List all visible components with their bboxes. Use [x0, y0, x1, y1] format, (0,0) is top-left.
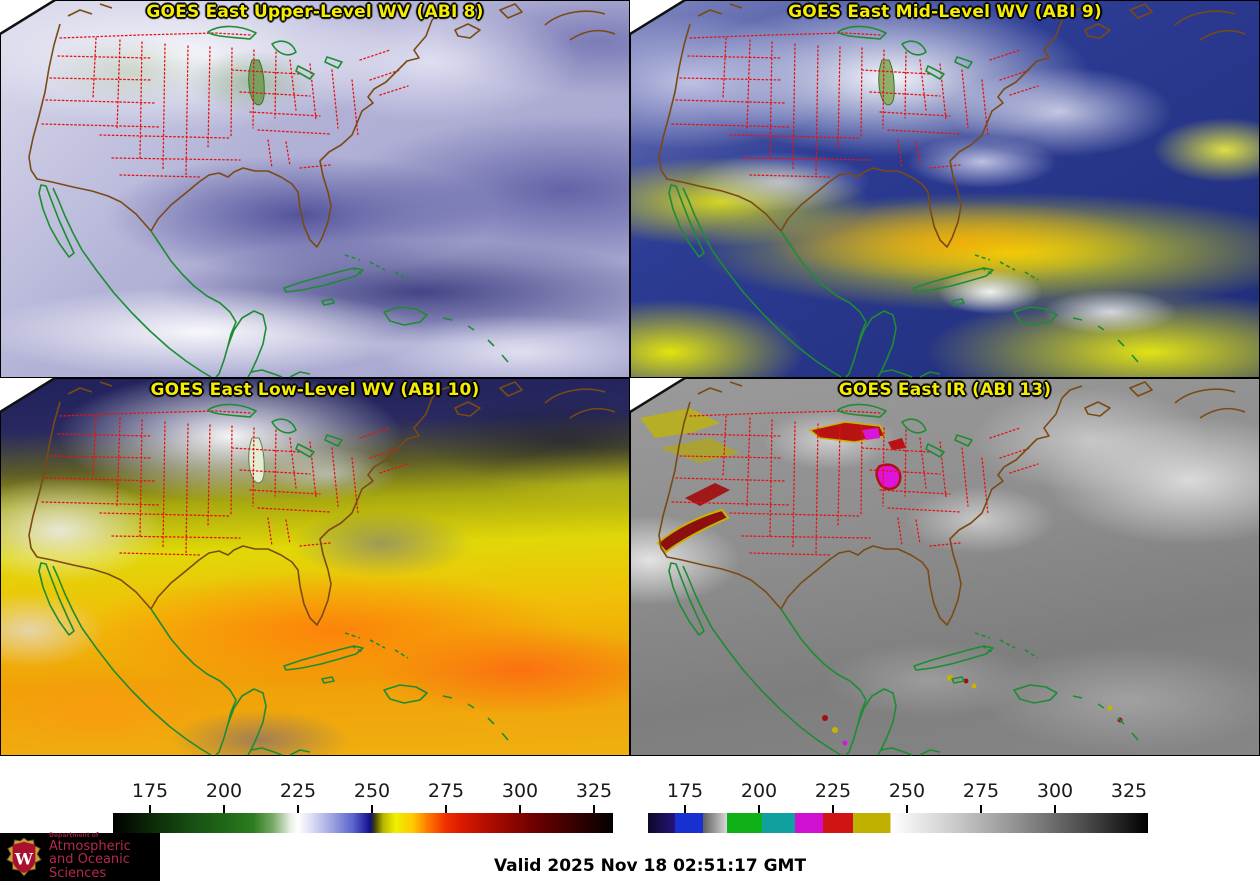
ir-tick-label: 200	[740, 780, 778, 802]
colorbar-wv: 175 200 225 250 275 300 325	[113, 756, 613, 881]
panel-title-abi9: GOES East Mid-Level WV (ABI 9)	[788, 2, 1102, 22]
wv-tick-mark	[297, 805, 299, 813]
ir-tick-mark	[906, 805, 908, 813]
valid-timestamp: Valid 2025 Nov 18 02:51:17 GMT	[493, 856, 807, 876]
ir-tick-mark	[758, 805, 760, 813]
uw-aos-logo: W Department of Atmospheric and Oceanic …	[0, 833, 160, 881]
logo-line-atmospheric: Atmospheric	[49, 838, 131, 854]
wv-colorbar-gradient	[113, 813, 613, 833]
panel-ir: GOES East IR (ABI 13)	[630, 378, 1260, 756]
wv-tick-label: 300	[501, 780, 539, 802]
wv-tick-label: 250	[353, 780, 391, 802]
logo-text: Department of Atmospheric and Oceanic Sc…	[49, 832, 160, 881]
basemap-overlay-abi13	[630, 378, 1247, 756]
panel-title-abi10: GOES East Low-Level WV (ABI 10)	[150, 380, 480, 400]
basemap-overlay-abi10	[0, 378, 617, 756]
ir-tick-mark	[1054, 805, 1056, 813]
wv-tick-mark	[519, 805, 521, 813]
cold-cloud-top-blobs	[640, 408, 1123, 746]
basemap-overlay-abi8	[0, 0, 617, 378]
wv-tick-mark	[223, 805, 225, 813]
ir-tick-label: 325	[1110, 780, 1148, 802]
crest-letter: W	[14, 850, 34, 869]
panel-upper-level-wv: GOES East Upper-Level WV (ABI 8)	[0, 0, 630, 378]
wv-tick-label: 325	[575, 780, 613, 802]
logo-line-dept: Department of	[49, 832, 99, 840]
ir-colorbar-gradient	[648, 813, 1148, 833]
wv-tick-label: 175	[131, 780, 169, 802]
panel-mid-level-wv: GOES East Mid-Level WV (ABI 9)	[630, 0, 1260, 378]
wv-tick-mark	[593, 805, 595, 813]
panel-title-abi8: GOES East Upper-Level WV (ABI 8)	[146, 2, 484, 22]
ir-tick-mark	[832, 805, 834, 813]
wv-tick-mark	[371, 805, 373, 813]
basemap-overlay-abi9	[630, 0, 1247, 378]
wv-tick-mark	[149, 805, 151, 813]
panel-title-abi13: GOES East IR (ABI 13)	[838, 380, 1052, 400]
colorbar-ir: 175 200 225 250 275 300 325	[648, 756, 1148, 881]
logo-line-oceanic: and Oceanic Sciences	[49, 852, 130, 881]
wv-tick-label: 275	[427, 780, 465, 802]
ir-tick-mark	[684, 805, 686, 813]
ir-tick-label: 225	[814, 780, 852, 802]
ir-tick-label: 175	[666, 780, 704, 802]
wv-tick-label: 225	[279, 780, 317, 802]
wv-tick-label: 200	[205, 780, 243, 802]
ir-tick-mark	[980, 805, 982, 813]
panel-low-level-wv: GOES East Low-Level WV (ABI 10)	[0, 378, 630, 756]
ir-tick-label: 250	[888, 780, 926, 802]
wv-tick-mark	[445, 805, 447, 813]
ir-tick-label: 300	[1036, 780, 1074, 802]
ir-tick-label: 275	[962, 780, 1000, 802]
footer: 175 200 225 250 275 300 325 175 200 225 …	[0, 756, 1260, 881]
uw-crest-icon: W	[6, 837, 42, 877]
